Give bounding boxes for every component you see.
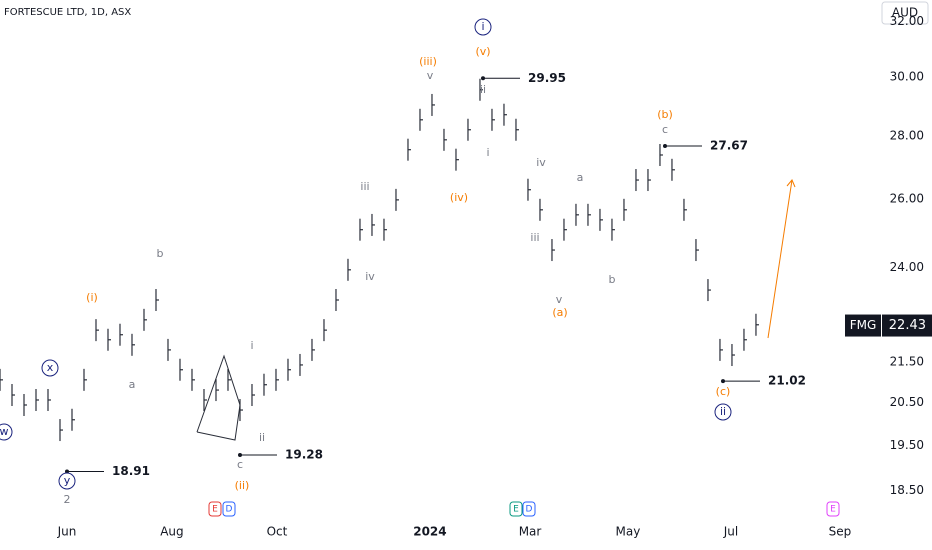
wave-label: (c): [716, 385, 731, 398]
y-tick-label: 21.50: [890, 354, 924, 368]
event-label[interactable]: E: [212, 505, 218, 515]
y-tick-label: 32.00: [890, 14, 924, 28]
price-label: 29.95: [528, 71, 566, 85]
y-tick-label: 20.50: [890, 395, 924, 409]
x-tick-label: Jul: [723, 525, 738, 539]
price-label: 19.28: [285, 447, 323, 461]
event-label[interactable]: E: [830, 505, 836, 515]
x-tick-label: Aug: [160, 525, 183, 539]
wave-circle: [58, 472, 76, 490]
wave-label: a: [577, 171, 584, 184]
wave-circle: [714, 403, 732, 421]
wave-label: iii: [360, 180, 369, 193]
wave-label: ii: [259, 431, 265, 444]
wave-label: (i): [86, 291, 98, 304]
wave-label: v: [427, 69, 434, 82]
event-badge[interactable]: [208, 501, 222, 517]
wave-label: (iii): [419, 55, 437, 68]
last-price-badge: [882, 314, 932, 337]
y-tick-label: 28.00: [890, 128, 924, 142]
wave-label: ii: [480, 83, 486, 96]
event-badge[interactable]: [222, 501, 236, 517]
currency-box[interactable]: [881, 1, 929, 25]
wave-circle: [41, 359, 59, 377]
wave-label: v: [556, 293, 563, 306]
event-label[interactable]: D: [226, 505, 233, 515]
y-tick-label: 19.50: [890, 438, 924, 452]
symbol-badge: [845, 314, 881, 337]
wave-label: 2: [64, 493, 71, 506]
wave-label: b: [609, 273, 616, 286]
x-tick-label: Sep: [829, 525, 852, 539]
wave-label: i: [250, 339, 253, 352]
price-label: 21.02: [768, 374, 806, 388]
currency[interactable]: AUD: [892, 6, 918, 20]
y-tick-label: 30.00: [890, 69, 924, 83]
price-label: 27.67: [710, 138, 748, 152]
event-badge[interactable]: [509, 501, 523, 517]
event-badge[interactable]: [522, 501, 536, 517]
wave-label: iii: [530, 231, 539, 244]
x-tick-label: Jun: [57, 525, 77, 539]
y-tick-label: 18.50: [890, 483, 924, 497]
wave-label: c: [662, 123, 668, 136]
wave-label: a: [129, 378, 136, 391]
wave-label: w: [0, 425, 9, 438]
wave-label: b: [157, 247, 164, 260]
forecast-arrow: [767, 179, 793, 339]
x-tick-label: Oct: [267, 525, 288, 539]
wave-label: i: [481, 20, 484, 33]
symbol: FMG: [850, 318, 877, 332]
event-label[interactable]: D: [526, 505, 533, 515]
x-tick-label: May: [616, 525, 641, 539]
wave-label: x: [47, 361, 54, 374]
event-label[interactable]: E: [513, 505, 519, 515]
x-tick-label: 2024: [413, 525, 446, 539]
wave-label: i: [486, 146, 489, 159]
wave-circle: [0, 423, 13, 441]
wave-label: (v): [475, 45, 490, 58]
wave-label: (b): [657, 108, 673, 121]
wave-label: (iv): [450, 191, 468, 204]
price-label: 18.91: [112, 464, 150, 478]
wave-label: iv: [365, 270, 375, 283]
arrow-head: [786, 179, 796, 188]
wave-circle: [474, 18, 492, 36]
y-tick-label: 24.00: [890, 260, 924, 274]
wave-label: iv: [536, 156, 546, 169]
x-tick-label: Mar: [519, 525, 542, 539]
chart-title: FORTESCUE LTD, 1D, ASX: [4, 7, 131, 18]
wave-label: y: [64, 474, 71, 487]
last-price: 22.43: [889, 318, 926, 333]
y-tick-label: 26.00: [890, 192, 924, 206]
wave-label: c: [237, 458, 243, 471]
wave-label: ii: [720, 405, 726, 418]
wave-label: (ii): [235, 479, 250, 492]
wave-label: (a): [552, 306, 567, 319]
event-badge[interactable]: [826, 501, 840, 517]
